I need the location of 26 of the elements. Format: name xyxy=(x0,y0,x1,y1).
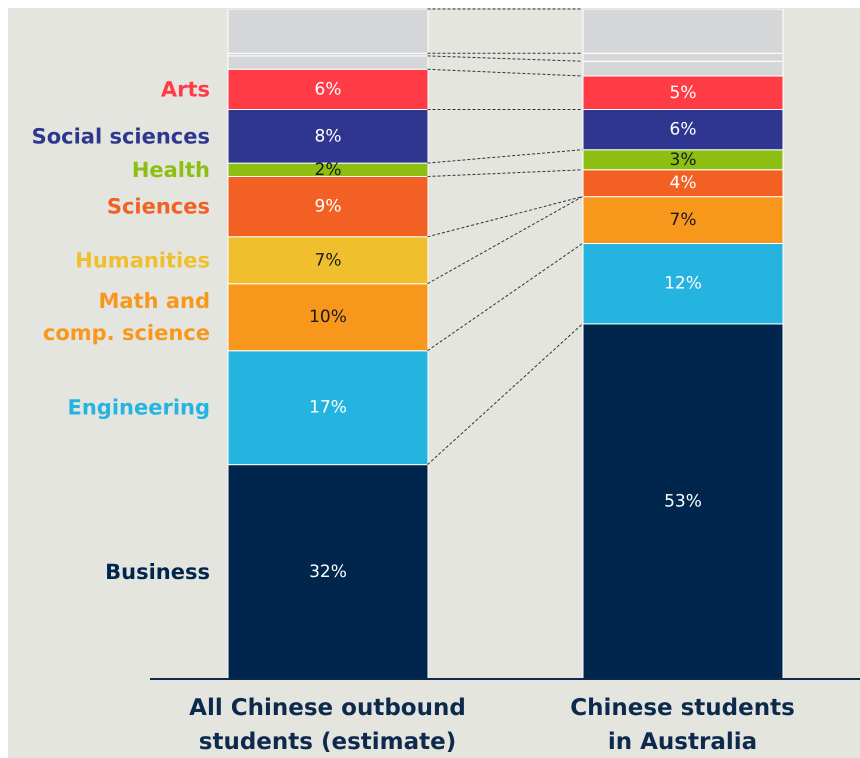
series-label: Humanities xyxy=(75,248,210,272)
data-label: 5% xyxy=(670,82,696,103)
data-label: 2% xyxy=(314,160,342,180)
x-tick-label: All Chinese outbound students (estimate) xyxy=(189,695,466,755)
series-label: Arts xyxy=(160,77,210,102)
data-label: 10% xyxy=(309,307,347,328)
data-label: 17% xyxy=(309,398,347,418)
data-label: 8% xyxy=(314,126,342,146)
data-label: 9% xyxy=(314,196,342,217)
data-label: 4% xyxy=(670,173,696,194)
series-label: Math and comp. science xyxy=(42,289,210,346)
series-label: Sciences xyxy=(106,194,210,219)
bar xyxy=(228,9,428,54)
data-label: 6% xyxy=(670,120,696,140)
data-label: 53% xyxy=(664,491,702,512)
series-label: Business xyxy=(105,560,210,584)
data-label: 32% xyxy=(309,562,347,582)
data-label: 7% xyxy=(314,250,342,270)
series-label: Health xyxy=(132,158,210,182)
data-label: 6% xyxy=(314,79,342,100)
series-label: Engineering xyxy=(68,396,210,420)
data-label: 12% xyxy=(664,274,702,294)
data-label: 3% xyxy=(670,150,696,170)
series-label: Social sciences xyxy=(32,124,210,148)
data-label: 7% xyxy=(670,210,696,230)
x-tick-label: Chinese students in Australia xyxy=(570,695,795,755)
